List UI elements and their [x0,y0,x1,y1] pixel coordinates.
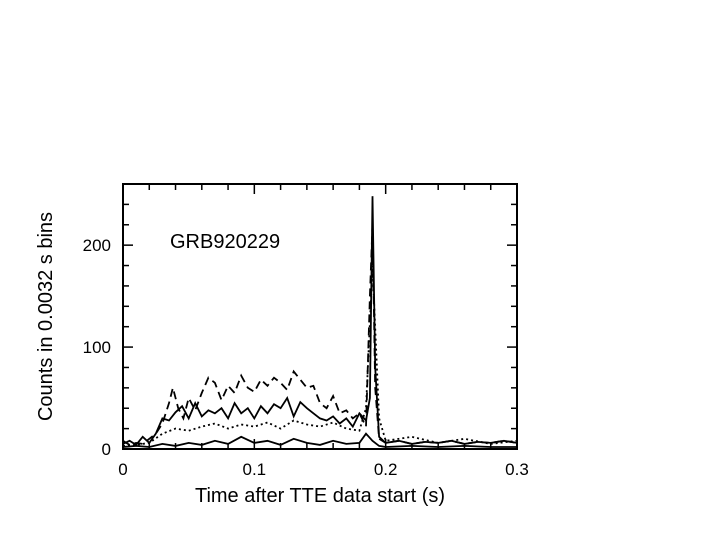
plot-frame [122,183,518,450]
series-line-2-solid [122,196,518,447]
y-tick-label: 200 [83,236,111,255]
y-axis-label: Counts in 0.0032 s bins [35,212,57,421]
series-line-3-dotted [122,265,518,447]
y-tick-label: 0 [102,440,111,459]
x-tick-labels: 0 0.1 0.2 0.3 [118,460,529,479]
y-tick-labels: 0 100 200 [83,236,111,459]
series-line-1-dashed [122,224,518,446]
tick-marks [122,183,518,450]
x-axis-label: Time after TTE data start (s) [195,485,445,507]
plot-area [122,196,518,448]
series-line-4-solid [122,432,517,448]
x-tick-label: 0 [118,460,127,479]
x-tick-label: 0.1 [243,460,267,479]
grb-annotation: GRB920229 [170,231,280,253]
y-tick-label: 100 [83,338,111,357]
x-tick-label: 0.3 [505,460,529,479]
x-tick-label: 0.2 [374,460,398,479]
